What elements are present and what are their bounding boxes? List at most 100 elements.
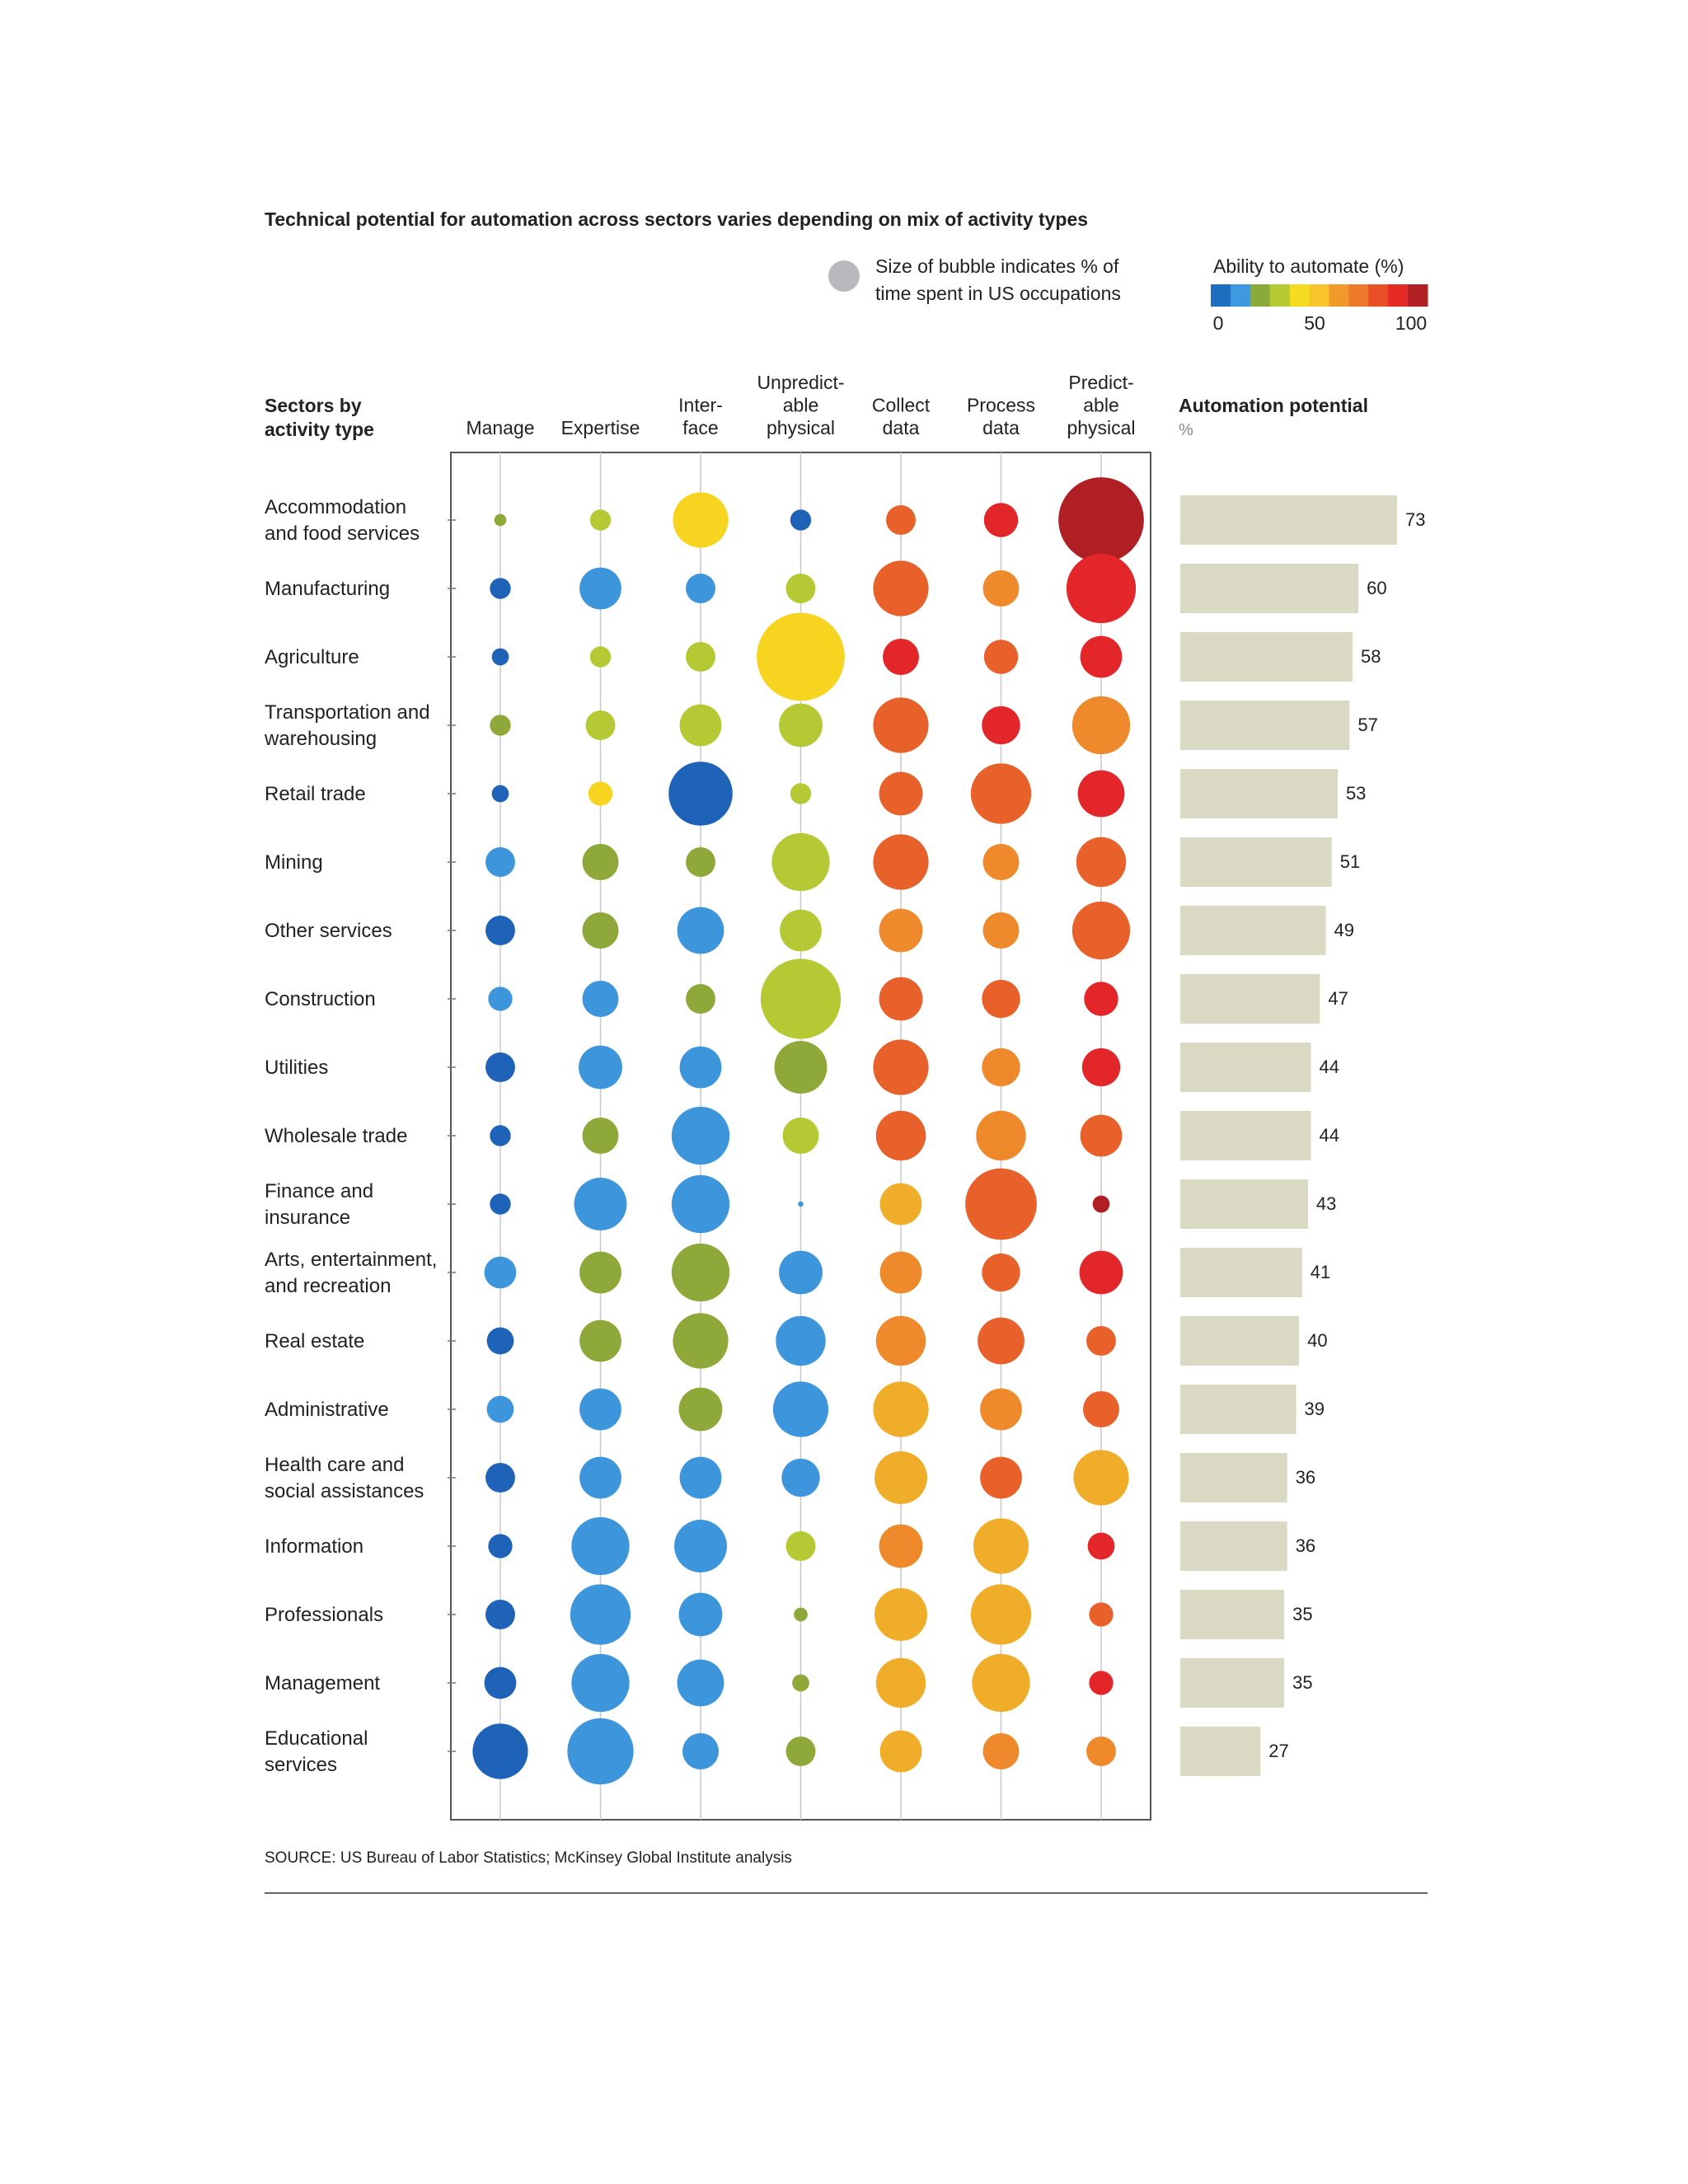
bubble	[782, 1118, 819, 1154]
bubble	[879, 977, 923, 1021]
bubble	[485, 847, 515, 877]
colorbar-swatch	[1329, 284, 1349, 307]
bubble	[571, 1516, 630, 1576]
bubble	[785, 1736, 816, 1766]
bubble	[982, 705, 1020, 745]
bar	[1180, 495, 1397, 545]
bubble	[1073, 1450, 1129, 1506]
column-header: data	[883, 417, 920, 438]
bubble	[571, 1653, 630, 1713]
bar-title: Automation potential	[1179, 395, 1368, 416]
bubble	[484, 1666, 517, 1699]
bubble	[1080, 635, 1123, 678]
colorbar-swatch	[1230, 284, 1251, 307]
row-label: Information	[265, 1535, 363, 1558]
bubble	[980, 1388, 1022, 1431]
row-label: insurance	[265, 1207, 350, 1229]
bubble	[579, 1319, 621, 1362]
bubble	[490, 715, 511, 736]
source: SOURCE: US Bureau of Labor Statistics; M…	[265, 1849, 792, 1867]
bar	[1180, 1316, 1300, 1366]
bubble	[875, 1315, 926, 1366]
bubble	[879, 908, 923, 953]
bar-label: 35	[1292, 1604, 1312, 1624]
colorbar-swatch	[1250, 284, 1271, 307]
column-header: Expertise	[561, 417, 640, 438]
bubble	[485, 1463, 515, 1493]
bubble	[671, 1243, 730, 1302]
bar-label: 47	[1328, 988, 1348, 1009]
bubble	[686, 574, 715, 603]
bubble	[490, 1193, 511, 1215]
colorbar-swatch	[1348, 284, 1369, 307]
bubble	[579, 1456, 621, 1499]
bar	[1180, 1111, 1311, 1160]
bubble	[585, 710, 616, 740]
column-header: physical	[1067, 417, 1135, 438]
bar-label: 40	[1307, 1330, 1327, 1351]
bubble	[567, 1718, 634, 1785]
bubble	[785, 1531, 816, 1561]
column-header: data	[982, 417, 1020, 438]
bar	[1180, 906, 1326, 955]
bubble	[781, 1458, 820, 1497]
bubble	[982, 912, 1020, 949]
bubble	[673, 1313, 729, 1369]
bubble	[982, 1733, 1020, 1769]
bubble	[679, 704, 722, 747]
bar-label: 51	[1340, 851, 1360, 872]
row-label: Utilities	[265, 1057, 328, 1079]
bubble	[1079, 1250, 1123, 1295]
bubble	[978, 1317, 1025, 1365]
bubble	[980, 1456, 1022, 1499]
bubble	[1077, 770, 1125, 818]
size-legend-text: time spent in US occupations	[875, 283, 1121, 304]
colorbar-swatch	[1211, 284, 1231, 307]
bubble	[873, 560, 929, 616]
bar	[1180, 1043, 1311, 1092]
bubble	[798, 1201, 804, 1207]
bubble	[879, 1524, 923, 1568]
bubble	[485, 1600, 515, 1629]
bar-label: 44	[1320, 1125, 1339, 1146]
colorbar-swatch	[1368, 284, 1389, 307]
bubble	[484, 1256, 517, 1289]
colorbar-swatch	[1408, 284, 1428, 307]
bubble	[588, 781, 613, 806]
bubble	[686, 847, 715, 877]
bubble	[582, 912, 619, 949]
column-header: physical	[767, 417, 835, 438]
row-label: and recreation	[265, 1275, 391, 1297]
row-label: Mining	[265, 851, 323, 874]
bar	[1180, 1248, 1302, 1297]
bubble	[582, 1118, 619, 1154]
bubble	[1089, 1671, 1114, 1695]
bubble	[976, 1110, 1026, 1161]
bubble	[485, 1052, 515, 1082]
row-label: Transportation and	[265, 701, 430, 724]
bubble	[674, 1520, 727, 1572]
bubble	[1071, 901, 1131, 960]
bar-label: 41	[1311, 1262, 1330, 1282]
bubble	[1076, 837, 1127, 888]
bubble	[875, 1110, 926, 1161]
row-header: Sectors by	[265, 395, 362, 416]
bubble	[682, 1733, 719, 1769]
row-label: Construction	[265, 988, 376, 1010]
bubble	[589, 509, 612, 531]
bar	[1180, 974, 1320, 1024]
bubble	[879, 1183, 922, 1226]
bubble	[488, 987, 513, 1011]
bubble	[982, 570, 1020, 607]
bubble	[678, 1592, 723, 1637]
bubble	[579, 1388, 621, 1431]
bar	[1180, 769, 1338, 818]
row-label: warehousing	[264, 728, 377, 750]
colorbar-tick-label: 100	[1395, 312, 1427, 334]
bar-label: 36	[1296, 1535, 1315, 1556]
bar	[1180, 1385, 1296, 1434]
bubble	[490, 1125, 511, 1146]
bubble	[677, 1659, 724, 1707]
